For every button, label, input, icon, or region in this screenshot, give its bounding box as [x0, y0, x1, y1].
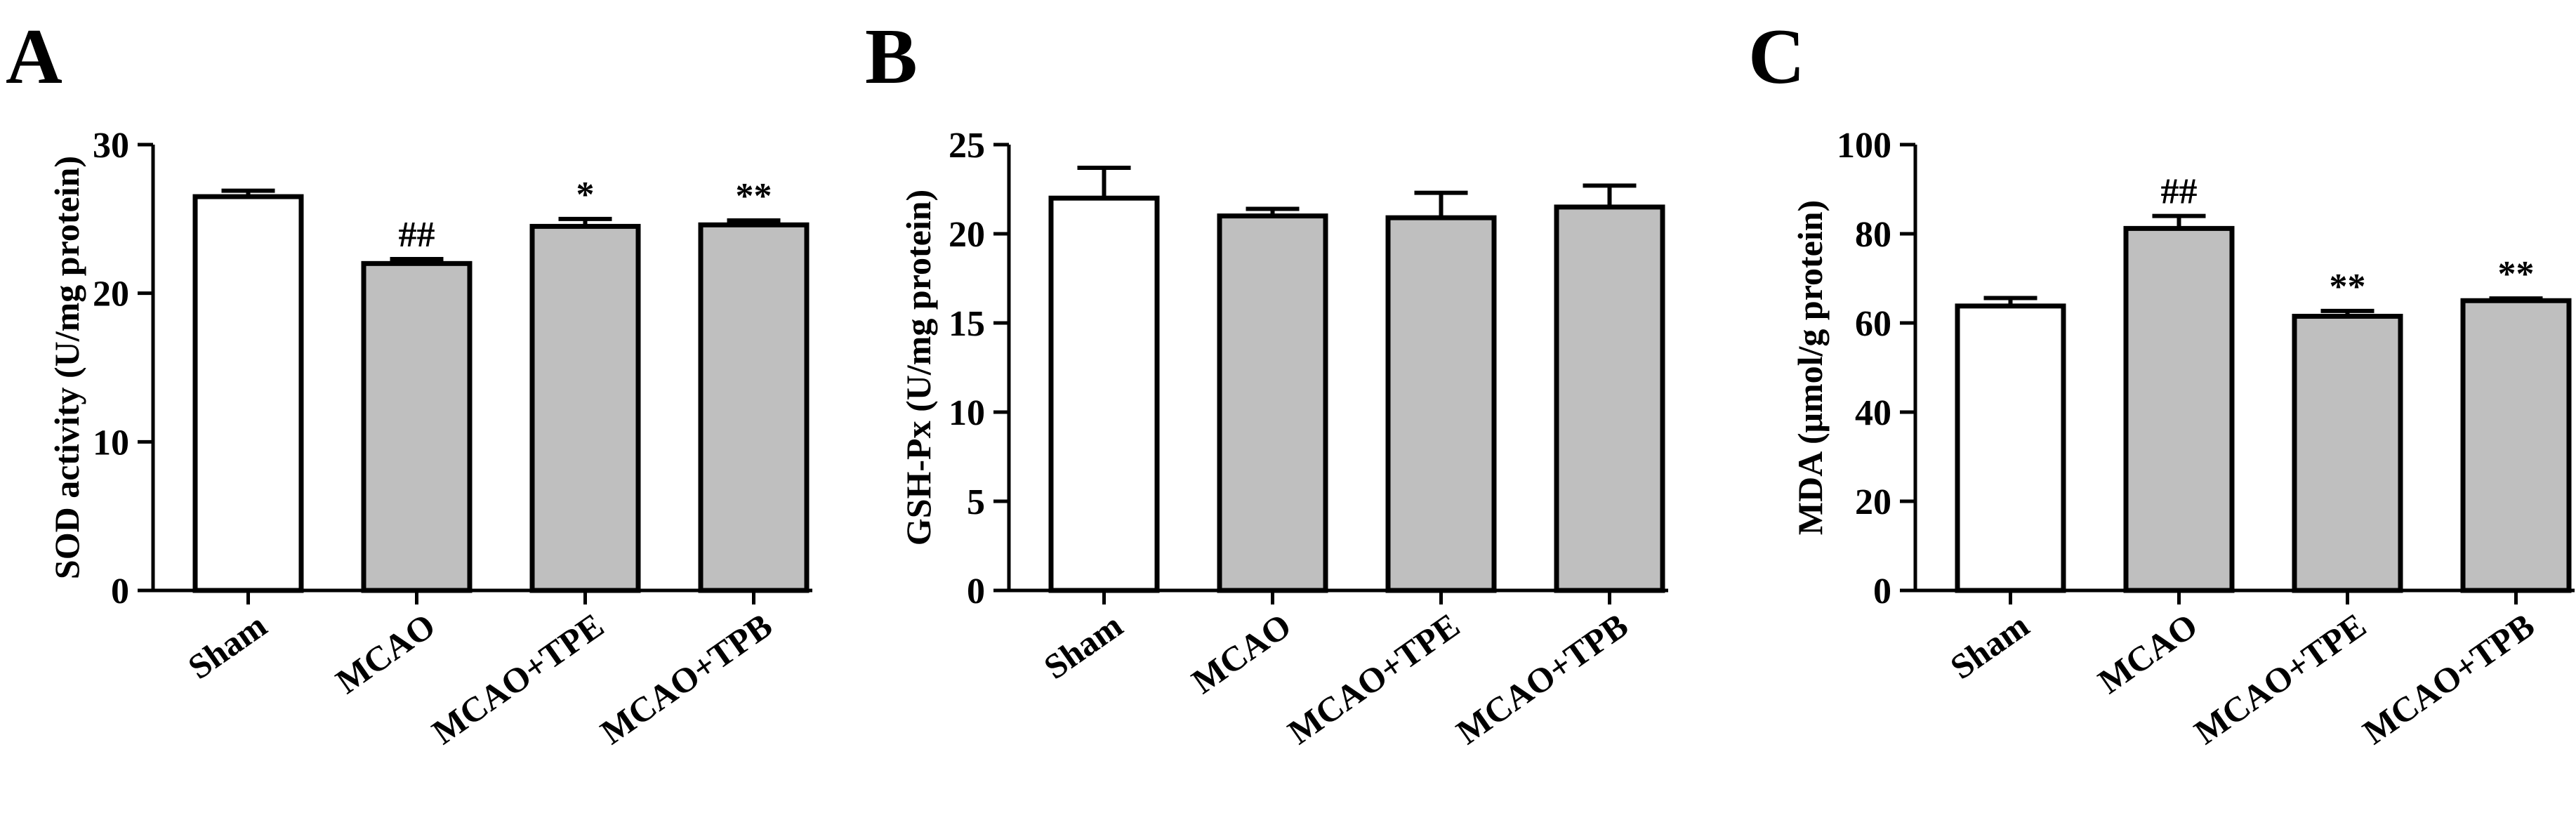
y-tick-label: 100 — [1837, 126, 1891, 166]
bar — [1385, 215, 1497, 593]
bar — [529, 223, 641, 593]
x-tick-label: MCAO — [2091, 605, 2205, 701]
bar — [2123, 225, 2235, 593]
bar — [2292, 313, 2403, 593]
bar — [1554, 204, 1665, 593]
x-tick-label: MCAO+TPB — [1449, 605, 1635, 752]
significance-mark: ** — [2330, 267, 2366, 307]
panel-letter: A — [6, 13, 62, 100]
y-axis-label: SOD activity (U/mg protein) — [47, 156, 86, 579]
y-tick-label: 10 — [93, 423, 129, 463]
significance-mark: ## — [2161, 172, 2198, 212]
x-tick-label: MCAO — [329, 605, 442, 701]
x-tick-label: MCAO — [1184, 605, 1298, 701]
y-tick-label: 80 — [1855, 215, 1891, 255]
x-tick-label: MCAO+TPB — [2356, 605, 2542, 752]
y-tick-label: 20 — [93, 275, 129, 315]
y-tick-label: 20 — [949, 215, 985, 255]
x-tick-label: Sham — [1943, 605, 2036, 687]
y-tick-label: 0 — [967, 571, 985, 612]
y-axis-label: GSH-Px (U/mg protein) — [899, 190, 938, 546]
x-tick-label: Sham — [1037, 605, 1130, 687]
bar — [1048, 195, 1160, 593]
significance-mark: * — [576, 175, 595, 215]
y-tick-label: 20 — [1855, 482, 1891, 522]
y-tick-label: 25 — [949, 126, 985, 166]
y-tick-label: 5 — [967, 482, 985, 522]
x-tick-label: MCAO+TPE — [1281, 605, 1467, 752]
x-tick-label: MCAO+TPE — [2187, 605, 2373, 752]
panel-letter: C — [1748, 13, 1805, 100]
bar — [361, 260, 473, 593]
y-tick-label: 0 — [111, 571, 129, 612]
bar — [192, 194, 304, 593]
x-tick-label: MCAO+TPE — [425, 605, 611, 752]
x-tick-label: MCAO+TPB — [593, 605, 779, 752]
y-tick-label: 40 — [1855, 393, 1891, 433]
y-tick-label: 15 — [949, 304, 985, 344]
y-tick-label: 10 — [949, 393, 985, 433]
significance-mark: ## — [399, 215, 435, 255]
y-tick-label: 30 — [93, 126, 129, 166]
panel-b: B GSH-Px (U/mg protein) 0 5 10 15 20 25 Sham MCAO… — [865, 13, 1668, 752]
bar — [698, 222, 810, 593]
bar — [1955, 303, 2066, 593]
panel-letter: B — [865, 13, 918, 100]
panel-c: C MDA (μmol/g protein) 0 20 40 60 80 100 Sham ## M… — [1748, 13, 2575, 752]
significance-mark: ** — [736, 176, 772, 216]
bar — [2460, 298, 2572, 593]
bar — [1217, 213, 1328, 593]
y-tick-label: 0 — [1873, 571, 1891, 612]
x-tick-label: Sham — [181, 605, 274, 687]
y-tick-label: 60 — [1855, 304, 1891, 344]
y-axis-label: MDA (μmol/g protein) — [1790, 200, 1830, 535]
panel-a: A SOD activity (U/mg protein) 0 10 20 30 Sham #… — [6, 13, 812, 752]
significance-mark: ** — [2498, 254, 2535, 294]
